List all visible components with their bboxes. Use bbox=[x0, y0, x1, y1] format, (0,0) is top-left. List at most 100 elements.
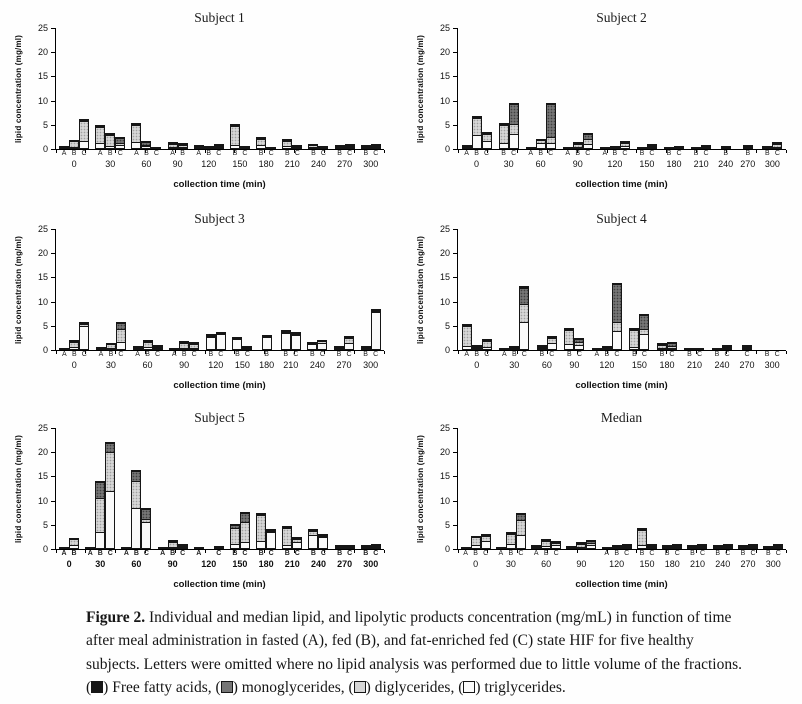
bar-slot: C bbox=[697, 428, 708, 559]
x-axis-tick bbox=[666, 150, 668, 153]
bar-slot: B bbox=[203, 28, 214, 159]
condition-letter: B bbox=[181, 351, 187, 358]
bar-segment-free-fatty-acids bbox=[461, 145, 472, 149]
time-label: 30 bbox=[105, 360, 116, 370]
condition-letter: B bbox=[107, 150, 113, 157]
stacked-bar bbox=[508, 103, 519, 149]
y-axis-tick bbox=[453, 148, 457, 150]
stacked-bar bbox=[636, 147, 647, 149]
time-label: 30 bbox=[509, 360, 520, 370]
bar-group: A B C 60 bbox=[131, 28, 162, 170]
bar-segment-triglycerides bbox=[179, 348, 190, 350]
bar-segment-diglycerides bbox=[213, 547, 224, 549]
stacked-bar bbox=[343, 336, 354, 350]
bar-segment-diglycerides bbox=[701, 147, 712, 149]
stacked-bar bbox=[582, 133, 593, 149]
bar-group: C 270 bbox=[740, 229, 755, 371]
chart-subject-4: Subject 4 lipid concentration (mg/ml) 0 5… bbox=[402, 203, 802, 401]
time-label: 180 bbox=[258, 559, 274, 569]
condition-letter: B bbox=[501, 150, 506, 157]
bar-segment-diglycerides bbox=[95, 127, 106, 144]
stacked-bar bbox=[461, 324, 472, 350]
condition-letter: B bbox=[511, 351, 517, 358]
stacked-bar bbox=[318, 534, 329, 549]
stacked-bar bbox=[266, 147, 277, 149]
bar-segment-triglycerides bbox=[167, 547, 178, 549]
time-label: 90 bbox=[569, 360, 580, 370]
bar-slot: B bbox=[572, 28, 583, 159]
bar-segment-diglycerides bbox=[318, 147, 329, 149]
bar-segment-triglycerides bbox=[370, 147, 381, 149]
stacked-bar bbox=[169, 348, 180, 350]
bar-segment-triglycerides bbox=[722, 547, 733, 549]
time-label: 240 bbox=[310, 159, 326, 169]
bar-slot: C bbox=[189, 229, 200, 360]
bar-segment-triglycerides bbox=[318, 537, 329, 549]
condition-letter: C bbox=[320, 550, 326, 557]
y-axis-tick bbox=[453, 301, 457, 303]
bar-segment-free-fatty-acids bbox=[599, 147, 610, 149]
bar-segment-triglycerides bbox=[611, 331, 622, 350]
legend-swatch-ffa bbox=[91, 680, 104, 693]
bar-slot: B bbox=[611, 428, 622, 559]
bar-slot: A bbox=[95, 229, 106, 360]
condition-letter: B bbox=[687, 351, 692, 358]
bar-segment-triglycerides bbox=[229, 145, 240, 149]
bar-segment-diglycerides bbox=[105, 452, 116, 492]
x-axis-label: collection time (min) bbox=[575, 579, 668, 590]
bar-segment-free-fatty-acids bbox=[193, 547, 204, 549]
bar-segment-triglycerides bbox=[611, 547, 622, 549]
stacked-bar bbox=[282, 526, 293, 549]
bar-segment-triglycerides bbox=[742, 147, 753, 149]
x-axis-tick bbox=[294, 150, 296, 153]
bar-group: B C 150 bbox=[636, 428, 657, 570]
x-axis-tick bbox=[517, 351, 519, 354]
y-axis-tick bbox=[453, 325, 457, 327]
bar-group: B C 240 bbox=[308, 28, 329, 170]
chart-title: Subject 4 bbox=[596, 211, 647, 226]
condition-letter: C bbox=[143, 550, 149, 557]
bar-slot: C bbox=[239, 428, 250, 559]
bar-segment-triglycerides bbox=[69, 347, 80, 350]
bar-segment-diglycerides bbox=[282, 528, 293, 546]
stacked-bar bbox=[609, 146, 620, 149]
stacked-bar bbox=[712, 545, 723, 549]
bar-segment-triglycerides bbox=[266, 532, 277, 549]
bar-slot: A bbox=[121, 428, 132, 559]
bar-group: B C 60 bbox=[536, 229, 557, 371]
bar-slot: B bbox=[69, 428, 80, 559]
condition-letter: C bbox=[484, 351, 490, 358]
bar-segment-triglycerides bbox=[290, 335, 301, 350]
chart-median: Median lipid concentration (mg/ml) 0 5 10 1… bbox=[402, 402, 802, 600]
condition-letter: B bbox=[659, 351, 665, 358]
stacked-bar bbox=[566, 546, 577, 549]
bar-segment-free-fatty-acids bbox=[636, 147, 647, 149]
bar-segment-triglycerides bbox=[509, 348, 520, 350]
bar-segment-triglycerides bbox=[105, 491, 116, 549]
y-axis-label: lipid concentration (mg/ml) bbox=[416, 235, 425, 344]
condition-letter: C bbox=[553, 550, 559, 557]
condition-letter: B bbox=[745, 150, 751, 157]
time-label: 0 bbox=[66, 559, 72, 569]
condition-letter: C bbox=[81, 150, 87, 157]
bar-segment-triglycerides bbox=[636, 545, 647, 549]
bar-segment-triglycerides bbox=[370, 547, 381, 549]
bar-slot: A bbox=[193, 428, 204, 559]
figure-caption: Figure 2. Individual and median lipid, a… bbox=[86, 606, 748, 699]
bar-segment-triglycerides bbox=[131, 142, 142, 149]
condition-letter: B bbox=[145, 351, 150, 358]
bar-slot: B bbox=[763, 428, 774, 559]
condition-letter bbox=[576, 549, 586, 559]
bar-slot: C bbox=[621, 428, 632, 559]
bar-group: 90 bbox=[566, 428, 597, 570]
y-axis-tick-label: 5 bbox=[42, 520, 48, 530]
bar-slot: C bbox=[519, 229, 530, 360]
stacked-bar bbox=[151, 147, 162, 149]
bar-segment-triglycerides bbox=[536, 348, 547, 350]
bar-segment-diglycerides bbox=[229, 528, 240, 545]
condition-letter: A bbox=[61, 351, 67, 358]
condition-letter: B bbox=[765, 550, 771, 557]
x-axis-tick bbox=[144, 351, 146, 354]
